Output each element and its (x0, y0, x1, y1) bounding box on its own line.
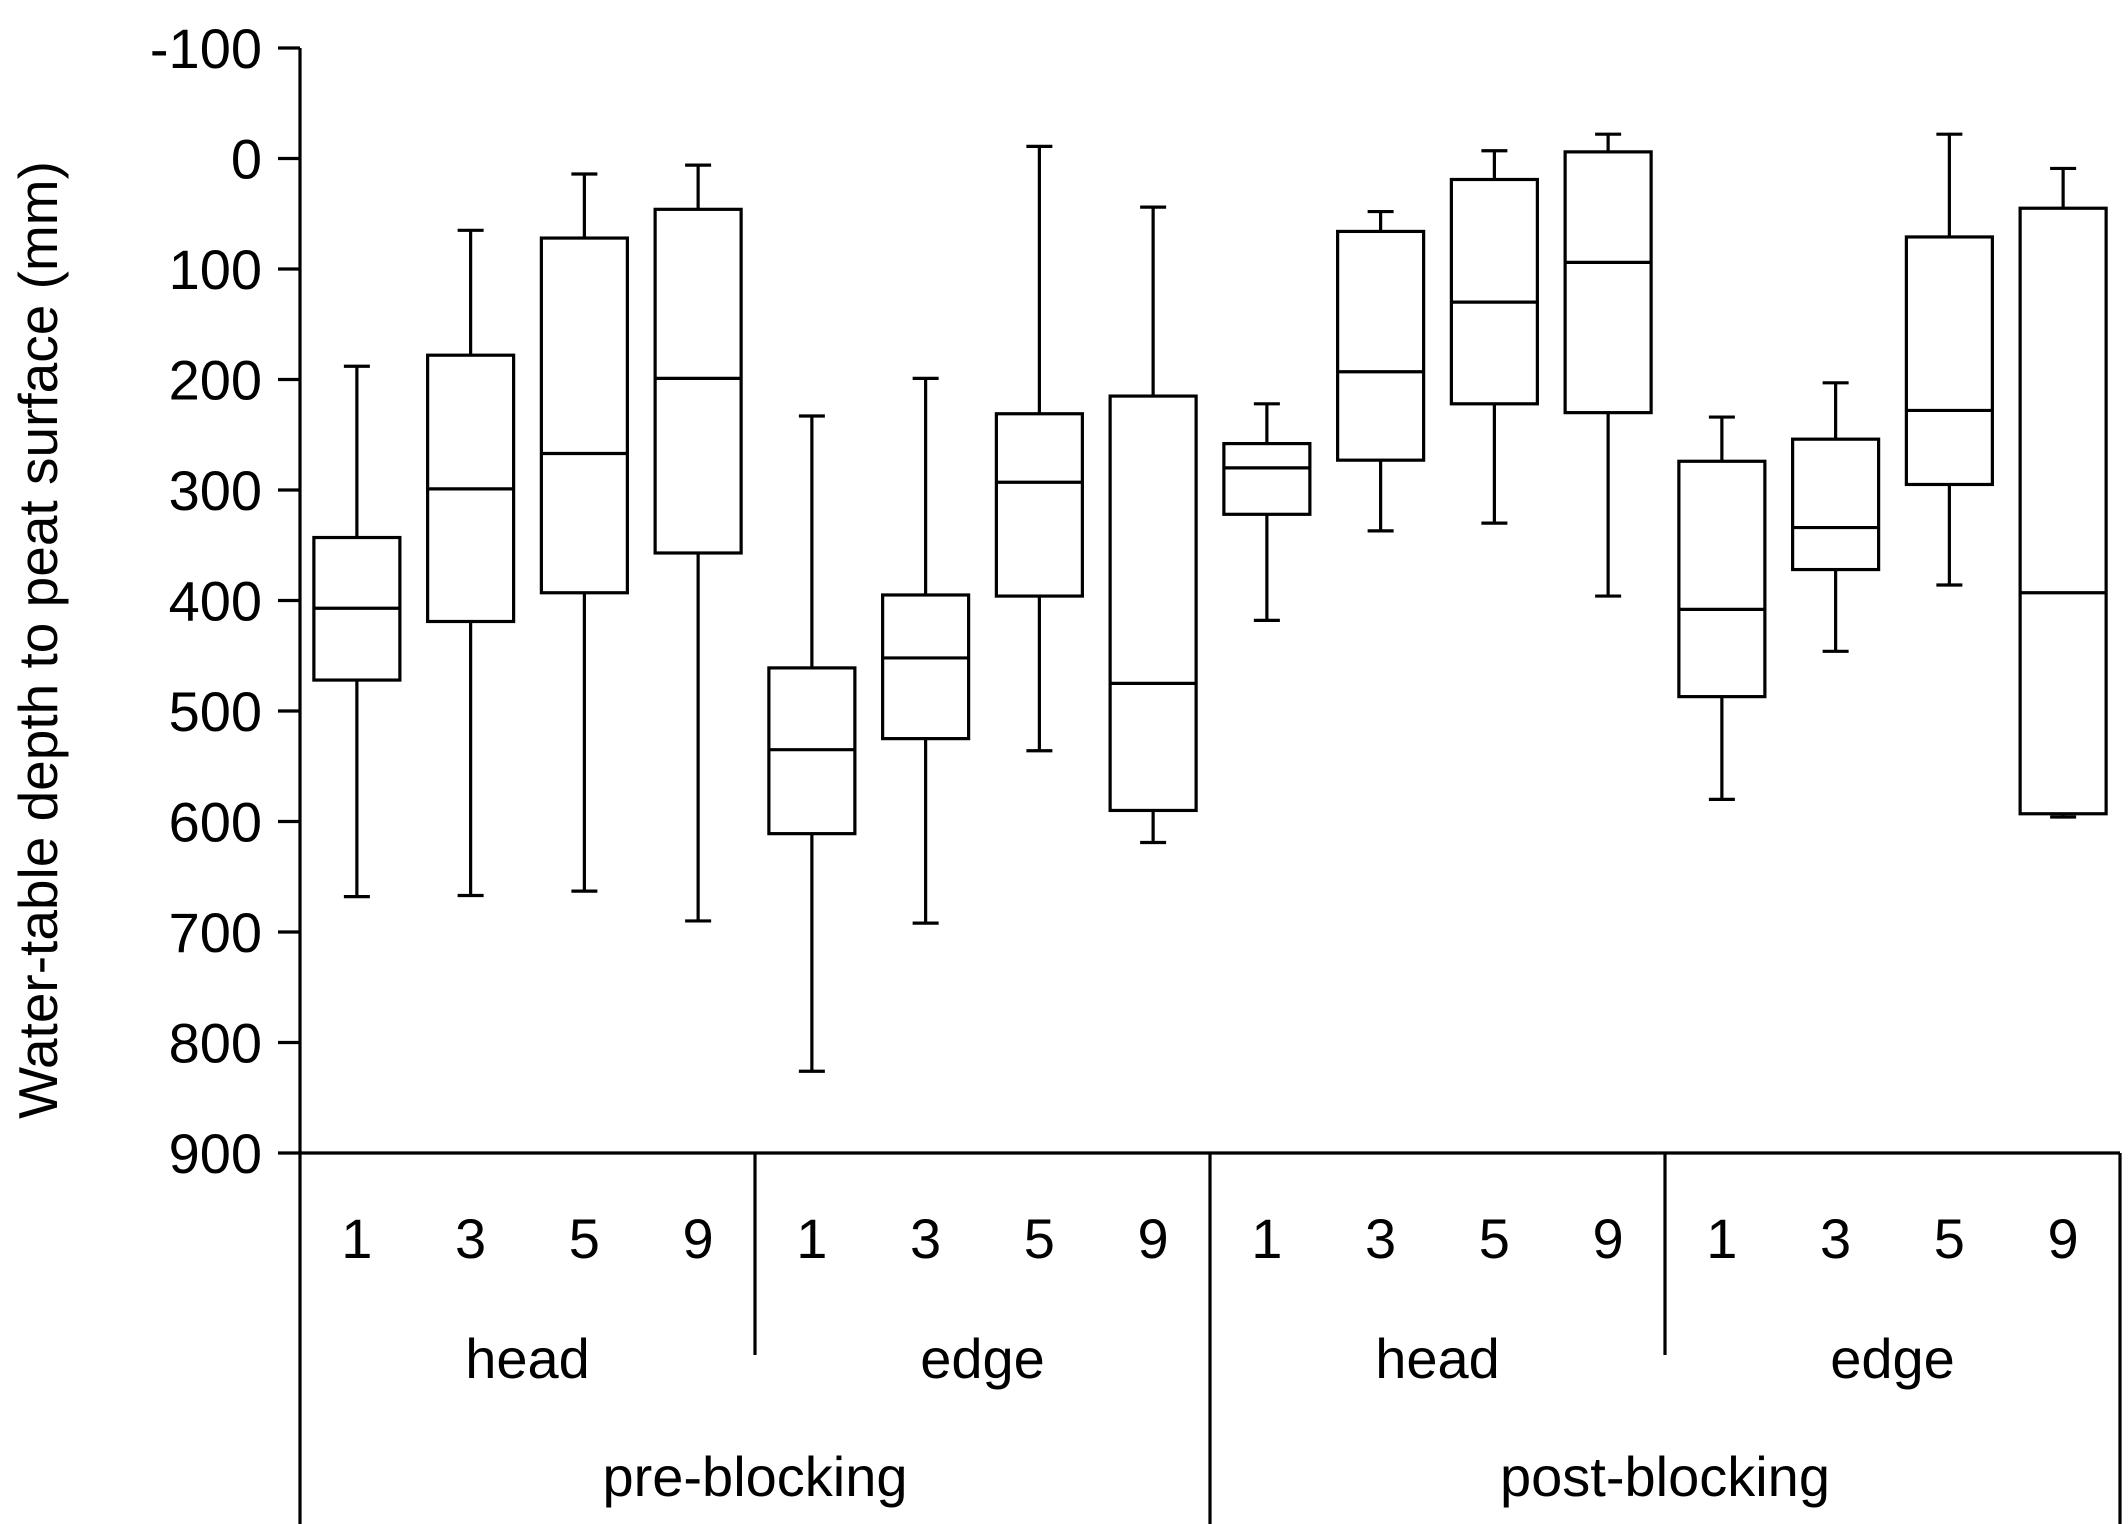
iqr-box (1222, 441, 1312, 516)
box-10 (1336, 209, 1426, 533)
y-tick-label: -100 (150, 17, 262, 80)
y-tick-label: 100 (169, 238, 262, 301)
box-12 (1563, 132, 1653, 598)
group-label: head (1375, 1327, 1500, 1390)
category-label: 3 (1365, 1207, 1396, 1270)
iqr-box (1336, 229, 1426, 462)
category-axis (298, 1151, 2122, 1524)
y-tick-label: 700 (169, 901, 262, 964)
iqr-box (539, 236, 629, 595)
box-11 (1449, 149, 1539, 525)
iqr-box (881, 593, 971, 741)
group-label: head (465, 1327, 590, 1390)
iqr-box (1791, 437, 1881, 572)
category-label: 5 (1934, 1207, 1965, 1270)
box-16 (2018, 166, 2108, 819)
y-tick-label: 600 (169, 791, 262, 854)
category-label: 9 (2048, 1207, 2079, 1270)
y-tick-label: 0 (231, 128, 262, 191)
box-3 (539, 172, 629, 893)
y-tick-label: 300 (169, 459, 262, 522)
category-label: 3 (910, 1207, 941, 1270)
period-label: post-blocking (1500, 1445, 1830, 1508)
category-label: 1 (341, 1207, 372, 1270)
box-4 (653, 163, 743, 923)
category-label: 1 (1706, 1207, 1737, 1270)
box-1 (312, 364, 402, 899)
y-tick-label: 200 (169, 349, 262, 412)
box-5 (767, 414, 857, 1073)
box-7 (994, 144, 1084, 753)
box-9 (1222, 402, 1312, 622)
y-axis-title: Water-table depth to peat surface (mm) (7, 161, 69, 1119)
group-label: edge (920, 1327, 1045, 1390)
iqr-box (994, 412, 1084, 598)
category-label: 3 (455, 1207, 486, 1270)
box-15 (1904, 132, 1994, 587)
category-label: 9 (683, 1207, 714, 1270)
category-label: 1 (796, 1207, 827, 1270)
iqr-box (1108, 394, 1198, 813)
box-series (312, 132, 2108, 1073)
iqr-box (1563, 150, 1653, 415)
iqr-box (1904, 235, 1994, 487)
y-tick-label: 400 (169, 570, 262, 633)
category-label: 5 (1024, 1207, 1055, 1270)
category-label: 3 (1820, 1207, 1851, 1270)
y-tick-label: 900 (169, 1122, 262, 1185)
box-8 (1108, 205, 1198, 845)
y-tick-label: 800 (169, 1012, 262, 1075)
y-axis: -100 0 100 200 300 400 500 600 700 800 900 (150, 17, 302, 1185)
iqr-box (653, 207, 743, 555)
category-label: 9 (1593, 1207, 1624, 1270)
category-label: 5 (1479, 1207, 1510, 1270)
box-2 (426, 228, 516, 898)
box-6 (881, 376, 971, 925)
period-label: pre-blocking (602, 1445, 907, 1508)
category-label: 9 (1138, 1207, 1169, 1270)
category-label: 1 (1251, 1207, 1282, 1270)
box-14 (1791, 381, 1881, 653)
iqr-box (2018, 206, 2108, 816)
category-label: 5 (569, 1207, 600, 1270)
iqr-box (1449, 177, 1539, 406)
box-13 (1677, 415, 1767, 802)
iqr-box (1677, 459, 1767, 699)
group-label: edge (1830, 1327, 1955, 1390)
y-tick-label: 500 (169, 680, 262, 743)
